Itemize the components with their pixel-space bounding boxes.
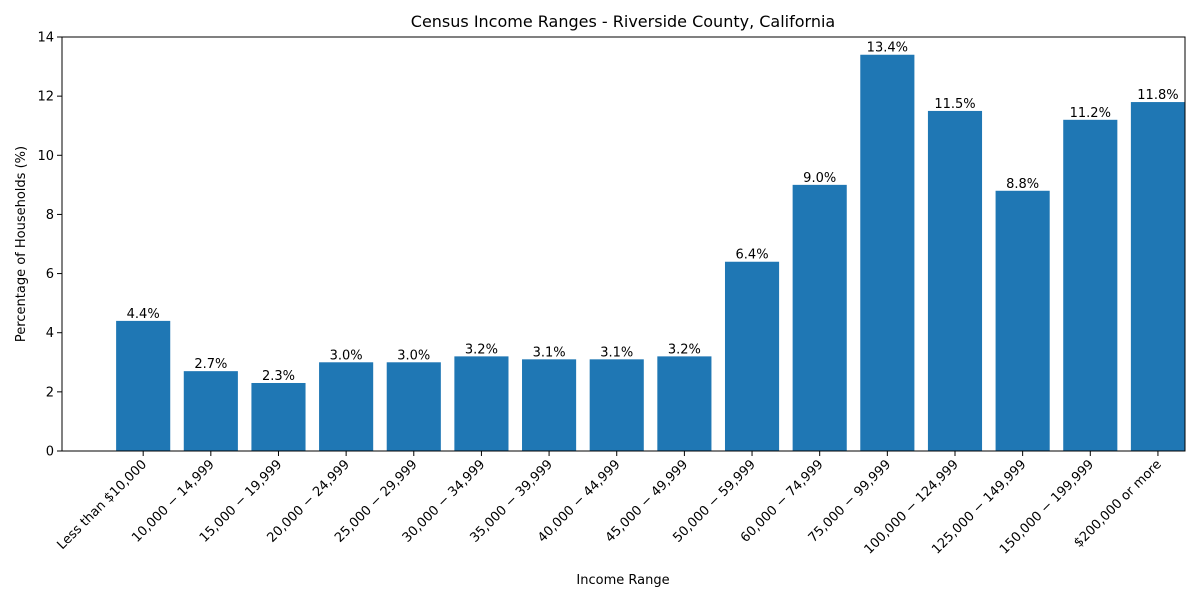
bar-value-label: 2.7% bbox=[194, 357, 227, 372]
bar bbox=[860, 54, 915, 452]
bar bbox=[927, 110, 983, 452]
bar bbox=[319, 362, 374, 451]
plot-frame bbox=[61, 36, 1186, 452]
x-axis-label: Income Range bbox=[576, 573, 669, 588]
y-tick-label: 2 bbox=[46, 385, 54, 400]
bar-value-label: 3.1% bbox=[533, 345, 566, 360]
y-tick-label: 14 bbox=[37, 31, 54, 46]
y-tick-label: 0 bbox=[46, 445, 54, 460]
bar-value-label: 3.0% bbox=[397, 348, 430, 363]
y-tick-label: 8 bbox=[46, 208, 54, 223]
bar-value-label: 3.2% bbox=[668, 342, 701, 357]
bar bbox=[183, 371, 238, 451]
bar-value-label: 6.4% bbox=[736, 248, 769, 263]
bar-value-label: 9.0% bbox=[803, 171, 836, 186]
bar-value-label: 8.8% bbox=[1006, 177, 1039, 192]
bar bbox=[995, 190, 1050, 451]
bar-value-label: 11.8% bbox=[1137, 88, 1178, 103]
bar bbox=[1130, 102, 1185, 451]
y-tick-label: 10 bbox=[37, 149, 54, 164]
bar-value-label: 3.0% bbox=[330, 348, 363, 363]
bar bbox=[251, 382, 306, 451]
bar-value-label: 11.2% bbox=[1070, 106, 1111, 121]
bar-value-label: 3.2% bbox=[465, 342, 498, 357]
bar-value-label: 4.4% bbox=[127, 307, 160, 322]
bar bbox=[454, 356, 509, 451]
bar-value-label: 2.3% bbox=[262, 369, 295, 384]
chart-title: Census Income Ranges - Riverside County,… bbox=[411, 12, 835, 31]
bar bbox=[724, 261, 780, 451]
bar-value-label: 13.4% bbox=[867, 41, 908, 56]
y-axis-label: Percentage of Households (%) bbox=[14, 146, 29, 342]
y-tick-label: 4 bbox=[46, 326, 54, 341]
bar bbox=[1063, 119, 1118, 452]
bar-value-label: 11.5% bbox=[934, 97, 975, 112]
bar bbox=[792, 184, 847, 452]
bar bbox=[522, 359, 577, 451]
bar bbox=[386, 362, 441, 451]
bar bbox=[589, 359, 644, 451]
bar bbox=[657, 356, 712, 451]
bar bbox=[116, 320, 171, 451]
y-tick-label: 6 bbox=[46, 267, 54, 282]
y-tick-label: 12 bbox=[37, 90, 54, 105]
bar-value-label: 3.1% bbox=[600, 345, 633, 360]
